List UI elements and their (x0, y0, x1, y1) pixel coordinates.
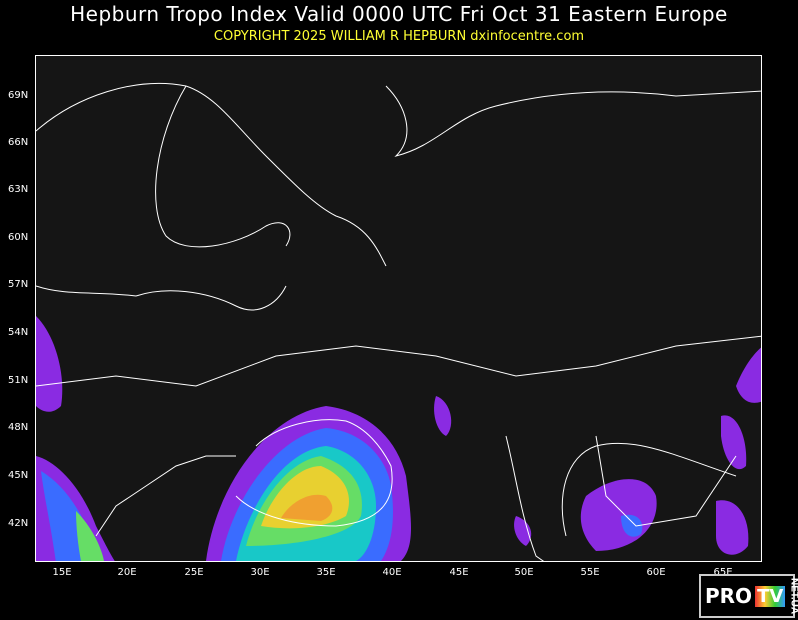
index-adriatic (36, 316, 115, 561)
logo-net: NET.UA (788, 577, 798, 615)
tropo-map (35, 55, 762, 562)
lon-label: 45E (449, 567, 469, 578)
lat-label: 51N (8, 375, 29, 386)
lon-label: 30E (250, 567, 270, 578)
coastlines (36, 82, 761, 561)
lat-label: 66N (8, 137, 29, 148)
index-caspian-east (434, 347, 761, 555)
lon-label: 20E (117, 567, 137, 578)
lat-label: 54N (8, 327, 29, 338)
lon-label: 60E (646, 567, 666, 578)
lon-label: 35E (316, 567, 336, 578)
index-black-sea (206, 406, 411, 561)
lon-label: 50E (514, 567, 534, 578)
lat-label: 63N (8, 184, 29, 195)
lon-label: 55E (580, 567, 600, 578)
lat-label: 60N (8, 232, 29, 243)
logo-pro: PRO (705, 584, 753, 608)
map-title: Hepburn Tropo Index Valid 0000 UTC Fri O… (70, 2, 728, 26)
lon-label: 25E (184, 567, 204, 578)
copyright-line: COPYRIGHT 2025 WILLIAM R HEPBURN dxinfoc… (213, 29, 585, 44)
lat-label: 57N (8, 279, 29, 290)
map-canvas (36, 82, 761, 561)
protv-logo: PRO TV NET.UA (699, 574, 798, 618)
lat-label: 45N (8, 470, 29, 481)
lon-label: 65E (713, 567, 733, 578)
lon-label: 15E (52, 567, 72, 578)
lon-label: 40E (382, 567, 402, 578)
lat-label: 42N (8, 518, 29, 529)
lat-label: 69N (8, 90, 29, 101)
logo-tv: TV (755, 585, 786, 607)
lat-label: 48N (8, 422, 29, 433)
